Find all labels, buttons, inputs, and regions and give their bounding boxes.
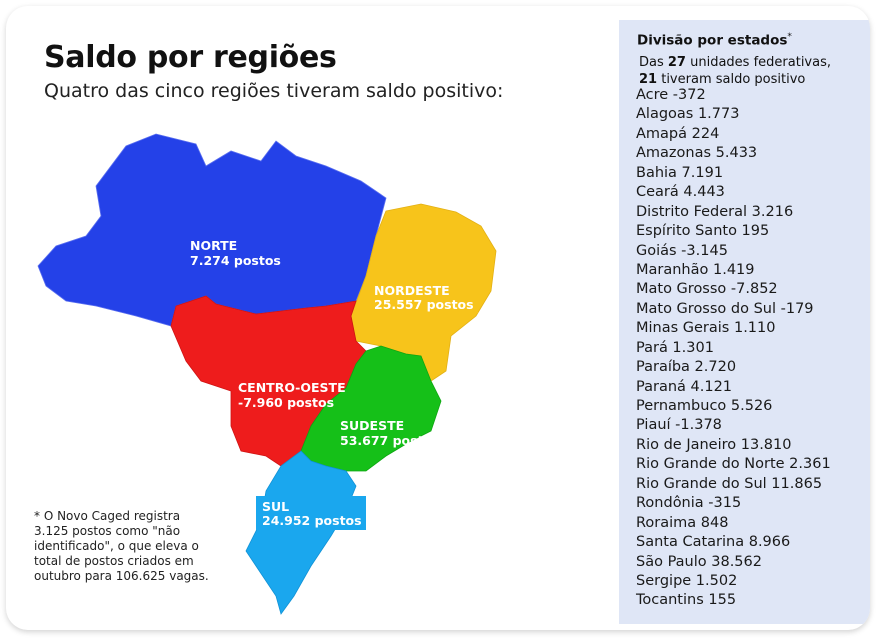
state-item: Paraná 4.121 [636, 378, 733, 395]
summary-post: unidades federativas, [685, 55, 831, 70]
label-norte-box [184, 234, 288, 268]
state-item: Pernambuco 5.526 [636, 398, 773, 414]
panel-title-mark: * [787, 32, 792, 42]
state-item: Roraima 848 [636, 514, 729, 531]
label-sudeste-value: 53.677 postos [340, 433, 440, 448]
state-item: Amapá 224 [636, 125, 720, 142]
label-norte-name: NORTE [190, 238, 237, 253]
region-norte [37, 133, 387, 327]
state-list: Acre -372 Alagoas 1.773 Amapá 224 Amazonas … [636, 86, 831, 611]
page-title: Saldo por regiões [44, 40, 337, 75]
state-item: Amazonas 5.433 [636, 145, 758, 162]
state-item: Acre -372 [636, 87, 706, 103]
panel-title: Divisão por estados* [637, 32, 792, 49]
state-item: Distrito Federal 3.216 [636, 203, 794, 220]
page-subtitle: Quatro das cinco regiões tiveram saldo p… [44, 80, 504, 102]
panel-summary-line1: Das 27 unidades federativas, [639, 54, 831, 71]
state-item: Ceará 4.443 [636, 184, 725, 201]
label-sudeste: SUDESTE 53.677 postos [340, 418, 440, 448]
label-sul-box [256, 496, 366, 530]
state-item: São Paulo 38.562 [636, 553, 762, 570]
summary-total: 27 [667, 55, 686, 70]
label-sul: SUL 24.952 postos [256, 496, 366, 530]
brazil-regions-map: NORTE 7.274 postos NORDESTE 25.557 posto… [37, 133, 497, 615]
label-centro-oeste-name: CENTRO-OESTE [238, 380, 346, 395]
label-nordeste-value: 25.557 postos [374, 297, 474, 312]
label-nordeste: NORDESTE 25.557 postos [368, 279, 478, 313]
state-item: Bahia 7.191 [636, 164, 724, 181]
footnote: * O Novo Caged registra 3.125 postos com… [34, 509, 209, 583]
panel-summary: Das 27 unidades federativas, 21 tiveram … [639, 54, 831, 88]
label-nordeste-box [368, 279, 478, 313]
infographic-card: Saldo por regiões Quatro das cinco regiõ… [6, 6, 870, 630]
state-item: Goiás -3.145 [636, 242, 728, 259]
panel-title-text: Divisão por estados [637, 32, 788, 49]
label-nordeste-name: NORDESTE [374, 283, 450, 298]
state-item: Pará 1.301 [636, 339, 714, 356]
region-sul [245, 450, 357, 615]
region-sudeste [300, 345, 442, 472]
state-item: Mato Grosso do Sul -179 [636, 300, 814, 317]
label-sul-value: 24.952 postos [262, 513, 362, 528]
state-item: Piauí -1.378 [636, 417, 722, 434]
state-item: Maranhão 1.419 [636, 261, 755, 278]
label-centro-oeste: CENTRO-OESTE -7.960 postos [238, 380, 346, 410]
state-item: Espírito Santo 195 [636, 223, 770, 240]
label-sudeste-name: SUDESTE [340, 418, 404, 433]
state-item: Santa Catarina 8.966 [636, 534, 791, 551]
state-item: Tocantins 155 [636, 592, 737, 609]
label-sul-name: SUL [262, 499, 289, 514]
summary-pre: Das [639, 55, 668, 70]
summary-post2: tiveram saldo positivo [657, 72, 806, 87]
summary-positive: 21 [639, 72, 658, 87]
state-item: Paraíba 2.720 [636, 359, 737, 376]
state-item: Sergipe 1.502 [636, 572, 738, 589]
panel-summary-line2: 21 tiveram saldo positivo [639, 71, 831, 88]
state-item: Rio Grande do Sul 11.865 [636, 475, 823, 492]
state-item: Rondônia -315 [636, 495, 742, 512]
state-item: Rio Grande do Norte 2.361 [636, 456, 831, 473]
state-item: Minas Gerais 1.110 [636, 320, 776, 337]
state-item: Rio de Janeiro 13.810 [636, 436, 792, 453]
state-item: Alagoas 1.773 [636, 106, 740, 123]
label-centro-oeste-value: -7.960 postos [238, 395, 334, 410]
label-norte: NORTE 7.274 postos [184, 234, 288, 268]
states-panel: Divisão por estados* Das 27 unidades fed… [619, 20, 870, 624]
label-norte-value: 7.274 postos [190, 253, 281, 268]
state-item: Mato Grosso -7.852 [636, 281, 778, 298]
